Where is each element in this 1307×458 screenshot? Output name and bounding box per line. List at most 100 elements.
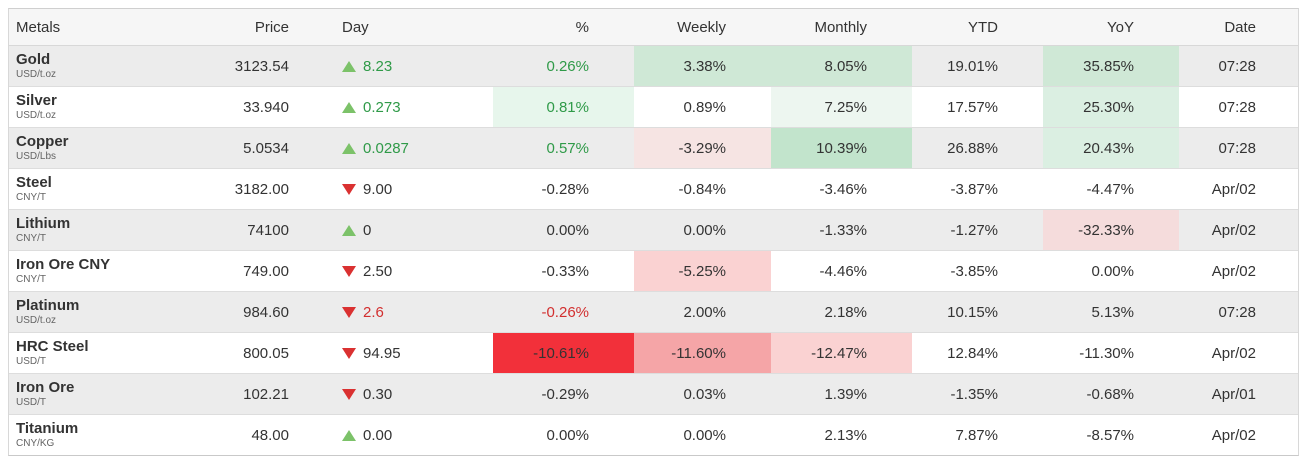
metal-name: Iron Ore CNY [16,256,111,273]
metal-name-cell[interactable]: Silver USD/t.oz [9,87,199,127]
metal-name-cell[interactable]: Steel CNY/T [9,169,199,209]
metal-name-cell[interactable]: Lithium CNY/T [9,210,199,250]
day-change-cell: 0.0287 [297,128,493,168]
monthly-cell: 2.18% [824,303,867,321]
weekly-cell: -0.84% [678,180,726,198]
triangle-up-icon [342,142,356,154]
metal-name: Lithium [16,215,71,232]
day-change-cell: 8.23 [297,46,493,86]
date-cell: 07:28 [1218,98,1256,116]
day-change-cell: 2.50 [297,251,493,291]
metal-unit: USD/T [16,397,46,408]
metals-price-table: Metals Price Day % Weekly Monthly YTD Yo… [8,8,1299,456]
day-change-cell: 0.00 [297,415,493,455]
triangle-down-icon [342,306,356,318]
price-cell: 5.0534 [243,139,289,157]
table-row[interactable]: Iron Ore CNY CNY/T 749.00 2.50 -0.33% -5.25% -… [9,251,1298,292]
table-row[interactable]: Gold USD/t.oz 3123.54 8.23 0.26% 3.38% 8.05% 19… [9,46,1298,87]
table-row[interactable]: Titanium CNY/KG 48.00 0.00 0.00% 0.00% 2.13% 7.… [9,415,1298,455]
metal-name-cell[interactable]: Iron Ore USD/T [9,374,199,414]
monthly-cell: 10.39% [771,128,912,168]
price-cell: 74100 [247,221,289,239]
triangle-up-icon [342,429,356,441]
ytd-cell: 10.15% [947,303,998,321]
weekly-cell: -11.60% [634,333,771,373]
weekly-cell: 3.38% [634,46,771,86]
table-row[interactable]: Lithium CNY/T 74100 0 0.00% 0.00% -1.33% -1.27%… [9,210,1298,251]
column-header-price: Price [254,18,289,36]
yoy-cell: 20.43% [1043,128,1179,168]
yoy-cell: -4.47% [1086,180,1134,198]
column-header-percent: % [575,18,589,36]
table-row[interactable]: HRC Steel USD/T 800.05 94.95 -10.61% -11.60% -… [9,333,1298,374]
ytd-cell: 12.84% [947,344,998,362]
yoy-cell: 5.13% [1091,303,1134,321]
metal-name-cell[interactable]: Copper USD/Lbs [9,128,199,168]
ytd-cell: 17.57% [947,98,998,116]
column-header-date: Date [1224,18,1256,36]
monthly-cell: 7.25% [771,87,912,127]
metal-name: Copper [16,133,69,150]
triangle-down-icon [342,265,356,277]
monthly-cell: 8.05% [771,46,912,86]
metal-name-cell[interactable]: HRC Steel USD/T [9,333,199,373]
table-row[interactable]: Silver USD/t.oz 33.940 0.273 0.81% 0.89% 7.25%… [9,87,1298,128]
table-row[interactable]: Platinum USD/t.oz 984.60 2.6 -0.26% 2.00% 2.18… [9,292,1298,333]
ytd-cell: -3.87% [950,180,998,198]
column-header-monthly: Monthly [814,18,867,36]
metal-unit: USD/Lbs [16,151,57,162]
price-cell: 102.21 [243,385,289,403]
price-cell: 3182.00 [234,180,289,198]
yoy-cell: 0.00% [1091,262,1134,280]
triangle-down-icon [342,388,356,400]
metal-unit: CNY/T [16,274,46,285]
day-change-value: 0.30 [363,385,393,403]
price-cell: 749.00 [243,262,289,280]
metal-name-cell[interactable]: Iron Ore CNY CNY/T [9,251,199,291]
day-change-value: 94.95 [363,344,401,362]
price-cell: 33.940 [243,98,289,116]
column-header-yoy: YoY [1107,18,1134,36]
date-cell: 07:28 [1218,139,1256,157]
metal-name-cell[interactable]: Titanium CNY/KG [9,415,199,455]
metal-unit: CNY/T [16,192,46,203]
date-cell: Apr/02 [1211,221,1256,239]
monthly-cell: -3.46% [819,180,867,198]
price-cell: 48.00 [251,426,289,444]
weekly-cell: 0.00% [683,221,726,239]
day-change-value: 0.0287 [363,139,409,157]
day-change-cell: 0.30 [297,374,493,414]
monthly-cell: 2.13% [824,426,867,444]
triangle-down-icon [342,183,356,195]
table-row[interactable]: Copper USD/Lbs 5.0534 0.0287 0.57% -3.29% 10.3… [9,128,1298,169]
metal-name-cell[interactable]: Platinum USD/t.oz [9,292,199,332]
pct-cell: -10.61% [493,333,634,373]
ytd-cell: 19.01% [947,57,998,75]
yoy-cell: -0.68% [1086,385,1134,403]
metal-name: Steel [16,174,52,191]
pct-cell: 0.57% [546,139,589,157]
metal-name-cell[interactable]: Gold USD/t.oz [9,46,199,86]
price-cell: 800.05 [243,344,289,362]
day-change-value: 8.23 [363,57,393,75]
metal-unit: USD/T [16,356,46,367]
metal-unit: USD/t.oz [16,69,57,80]
table-row[interactable]: Steel CNY/T 3182.00 9.00 -0.28% -0.84% -3.46% -… [9,169,1298,210]
yoy-cell: -11.30% [1079,344,1134,362]
metal-name: HRC Steel [16,338,89,355]
column-header-day: Day [342,18,369,36]
date-cell: Apr/01 [1211,385,1256,403]
column-header-weekly: Weekly [677,18,726,36]
day-change-value: 0.273 [363,98,401,116]
date-cell: Apr/02 [1211,344,1256,362]
yoy-cell: -32.33% [1043,210,1179,250]
date-cell: 07:28 [1218,57,1256,75]
day-change-value: 0 [363,221,372,239]
date-cell: Apr/02 [1211,262,1256,280]
date-cell: 07:28 [1218,303,1256,321]
metal-unit: USD/t.oz [16,110,57,121]
table-row[interactable]: Iron Ore USD/T 102.21 0.30 -0.29% 0.03% 1.39% -… [9,374,1298,415]
pct-cell: -0.28% [541,180,589,198]
metal-name: Iron Ore [16,379,75,396]
